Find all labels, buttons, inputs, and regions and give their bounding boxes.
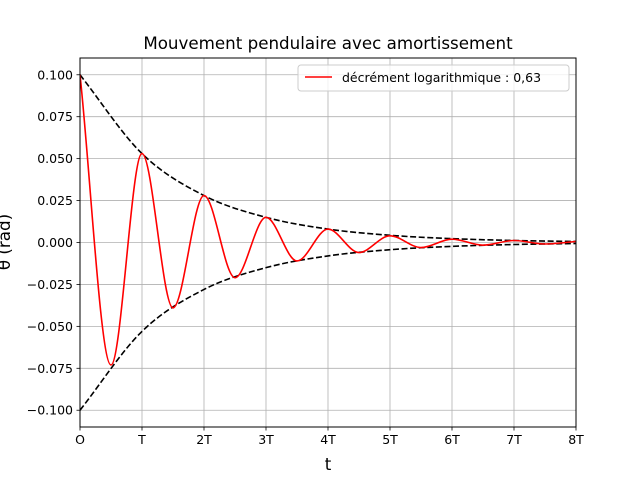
x-tick-label: 2T [196,432,212,447]
legend: décrément logarithmique : 0,63 [297,64,570,92]
y-axis-label: θ (rad) [0,214,14,270]
series-layer [80,74,576,411]
upper-envelope-curve [80,74,576,243]
x-tick-label: 3T [258,432,274,447]
y-tick-label: 0.075 [37,109,73,124]
y-tick-label: 0.100 [37,67,73,82]
legend-entry-label: décrément logarithmique : 0,63 [342,70,541,85]
chart-title: Mouvement pendulaire avec amortissement [143,33,513,53]
y-tick-label: 0.050 [37,151,73,166]
x-tick-label: T [137,432,146,447]
x-tick-label: 5T [382,432,398,447]
x-tick-label: 8T [568,432,584,447]
x-tick-label: 7T [506,432,522,447]
oscillation-curve [80,74,576,366]
ticks: O T 2T 3T 4T 5T 6T 7T 8T 0.100 0.075 0.050 0.025 0.00… [27,67,584,447]
x-tick-label: 4T [320,432,336,447]
y-tick-label: −0.075 [27,361,73,376]
y-tick-label: 0.000 [37,235,73,250]
y-tick-label: 0.025 [37,193,73,208]
y-tick-label: −0.050 [27,319,73,334]
x-tick-label: 6T [444,432,460,447]
x-tick-label: O [75,432,85,447]
x-axis-label: t [325,454,332,474]
legend-box [297,64,570,92]
y-tick-label: −0.100 [27,403,73,418]
y-tick-label: −0.025 [27,277,73,292]
